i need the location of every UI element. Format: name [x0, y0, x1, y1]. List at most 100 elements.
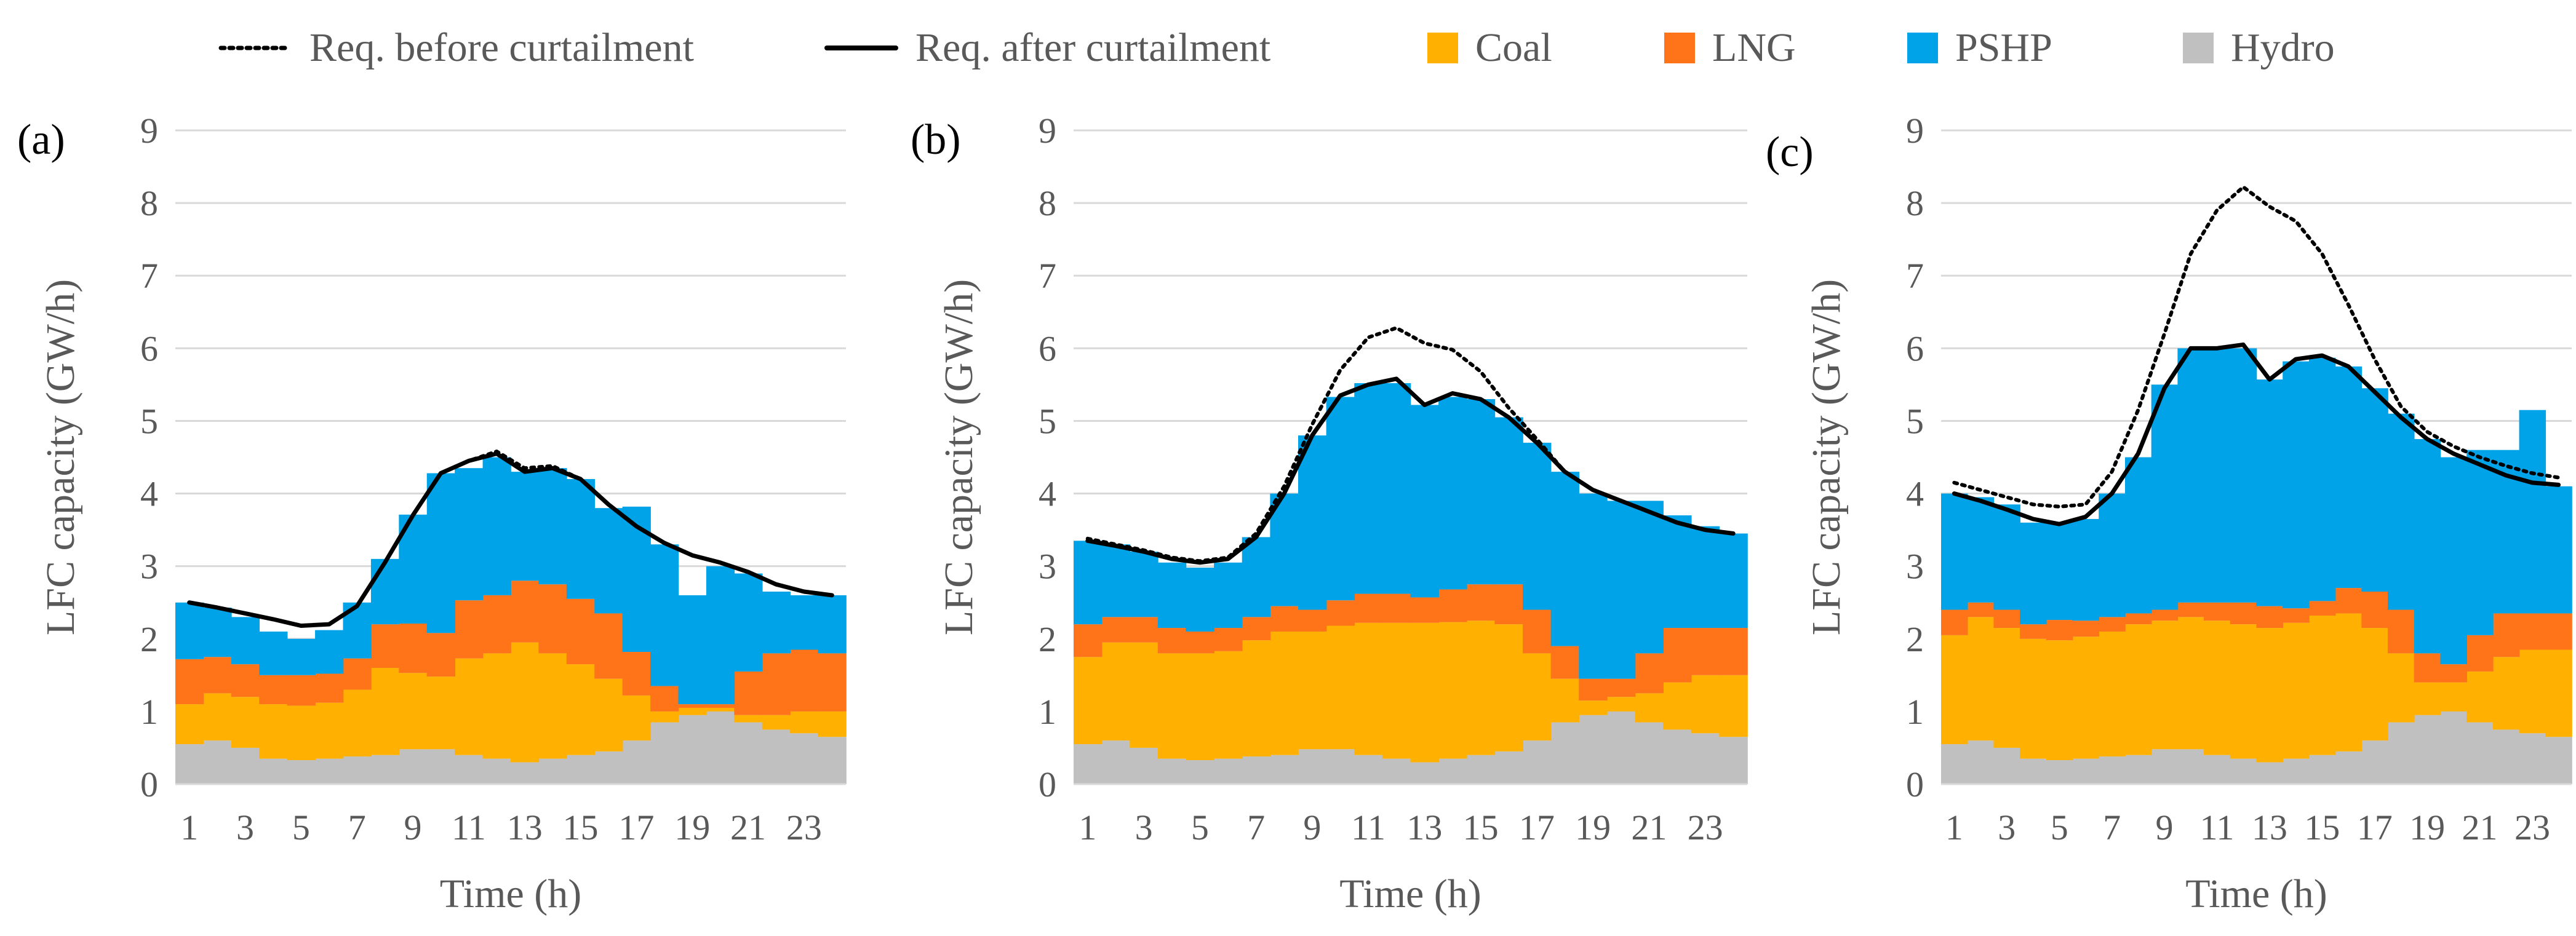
y-axis-title: LFC capacity (GW/h) — [38, 279, 83, 635]
hydro-bar — [2466, 722, 2494, 784]
coal-bar — [203, 693, 232, 741]
pshp-bar — [650, 544, 679, 686]
lng-bar — [2099, 617, 2126, 632]
coal-bar — [762, 715, 791, 730]
legend-label-req-after: Req. after curtailment — [915, 25, 1271, 70]
y-tick-label: 7 — [140, 256, 158, 296]
pshp-bar — [1691, 526, 1720, 629]
legend-item-coal: Coal — [1427, 17, 1552, 79]
pshp-bar — [1326, 397, 1355, 601]
hydro-bar — [2361, 740, 2388, 784]
hydro-bar — [315, 758, 344, 784]
x-tick-label: 11 — [452, 807, 486, 847]
x-tick-label: 9 — [2156, 807, 2174, 847]
hydro-bar — [1579, 715, 1608, 784]
pshp-bar — [2046, 522, 2073, 621]
pshp-bar — [790, 595, 819, 650]
coal-bar — [2308, 615, 2336, 755]
lng-bar — [538, 584, 567, 654]
lng-bar — [1494, 584, 1523, 625]
hydro-bar — [2072, 758, 2100, 784]
chart-panel-c: (c) 0 1 2 3 4 5 6 7 8 9 1 3 5 7 9 11 13 15 17 19 21 23 Time (h… — [1766, 98, 2576, 936]
hydro-bar — [762, 729, 791, 784]
lng-bar — [287, 675, 316, 706]
lng-bar — [1967, 602, 1995, 617]
pshp-bar — [678, 595, 707, 705]
hydro-bar — [538, 758, 567, 784]
hydro-bar — [1494, 751, 1523, 784]
pshp-bar — [455, 468, 484, 601]
coal-bar — [1663, 682, 1692, 730]
hydro-bar — [818, 737, 847, 784]
pshp-bar — [2308, 357, 2336, 601]
lng-bar — [1993, 609, 2020, 629]
hydro-bar — [175, 744, 204, 784]
hydro-bar — [203, 740, 232, 784]
x-tick-label: 13 — [2252, 807, 2287, 847]
hydro-bar — [1635, 722, 1664, 784]
x-tick-label: 3 — [236, 807, 254, 847]
legend-item-pshp: PSHP — [1907, 17, 2052, 79]
pshp-bar — [1298, 435, 1327, 610]
pshp-bar — [1635, 501, 1664, 654]
coal-bar — [1523, 653, 1552, 741]
lng-swatch-icon — [1664, 33, 1695, 63]
pshp-bar — [1494, 417, 1523, 585]
y-tick-label: 8 — [1039, 183, 1056, 223]
lng-bar — [678, 704, 707, 708]
coal-bar — [538, 653, 567, 759]
coal-bar — [1691, 675, 1720, 734]
coal-bar — [2388, 653, 2415, 723]
pshp-bar — [370, 558, 400, 625]
x-tick-label: 15 — [1463, 807, 1499, 847]
y-tick-label: 8 — [140, 183, 158, 223]
y-tick-label: 4 — [1039, 474, 1056, 514]
hydro-bar — [1606, 711, 1636, 784]
pshp-bar — [1606, 501, 1636, 679]
coal-bar — [2545, 649, 2572, 737]
y-tick-label: 6 — [1039, 328, 1056, 368]
hydro-bar — [231, 747, 260, 784]
y-tick-label: 4 — [1906, 474, 1924, 514]
lng-bar — [1382, 593, 1411, 623]
y-axis-title: LFC capacity (GW/h) — [936, 279, 981, 635]
coal-bar — [1130, 642, 1158, 748]
coal-bar — [2361, 628, 2388, 741]
pshp-bar — [511, 472, 540, 581]
pshp-bar — [2256, 379, 2284, 606]
lng-bar — [2204, 602, 2231, 621]
hydro-bar — [1438, 758, 1467, 784]
lng-bar — [734, 671, 763, 715]
pshp-bar — [1663, 515, 1692, 629]
dotted-line-swatch-icon — [218, 46, 292, 50]
coal-bar — [1466, 621, 1496, 755]
lng-bar — [2256, 606, 2284, 629]
pshp-bar — [2072, 518, 2100, 621]
coal-bar — [511, 642, 540, 763]
x-tick-label: 17 — [1519, 807, 1555, 847]
lng-bar — [1635, 653, 1664, 694]
y-tick-label: 7 — [1039, 256, 1056, 296]
lng-bar — [706, 704, 735, 708]
coal-bar — [2124, 624, 2152, 755]
lng-bar — [1438, 589, 1467, 622]
lng-bar — [2440, 664, 2467, 683]
x-tick-label: 9 — [1303, 807, 1321, 847]
hydro-bar — [734, 722, 763, 784]
lng-bar — [1941, 609, 1968, 635]
y-tick-label: 3 — [140, 547, 158, 587]
hydro-bar — [1691, 733, 1720, 784]
hydro-bar — [2335, 751, 2363, 784]
lng-bar — [2046, 620, 2073, 641]
pshp-bar — [1466, 399, 1496, 585]
coal-bar — [1354, 622, 1383, 755]
pshp-bar — [1410, 405, 1439, 598]
x-tick-label: 23 — [1688, 807, 1723, 847]
lng-bar — [482, 595, 511, 654]
y-tick-label: 7 — [1906, 256, 1924, 296]
x-tick-label: 1 — [1945, 807, 1963, 847]
panel-label: (a) — [17, 116, 65, 164]
x-tick-label: 7 — [1247, 807, 1265, 847]
hydro-bar — [1242, 756, 1271, 784]
lng-bar — [1466, 584, 1496, 621]
